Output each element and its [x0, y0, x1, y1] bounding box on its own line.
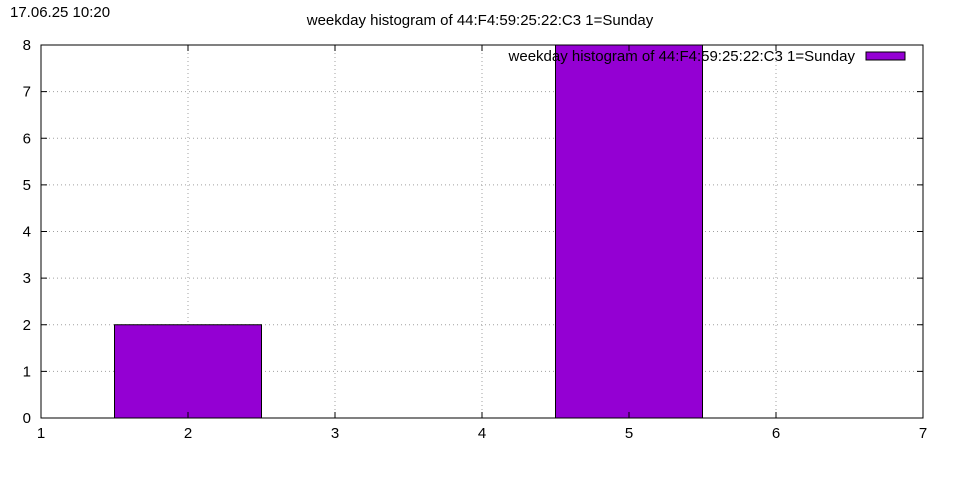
y-tick-label: 5	[23, 177, 31, 194]
x-tick-label: 1	[37, 425, 45, 442]
legend-swatch	[865, 51, 906, 61]
tick-marks	[40, 44, 924, 419]
y-tick-label: 4	[23, 224, 31, 241]
timestamp: 17.06.25 10:20	[10, 4, 111, 21]
bars	[114, 44, 703, 419]
y-tick-label: 7	[23, 84, 31, 101]
legend: weekday histogram of 44:F4:59:25:22:C3 1…	[508, 48, 906, 65]
histogram-bar	[114, 324, 262, 419]
y-tick-label: 3	[23, 270, 31, 287]
x-tick-label: 2	[184, 425, 192, 442]
histogram-bar	[555, 44, 703, 419]
y-tick-label: 8	[23, 37, 31, 54]
y-tick-label: 6	[23, 130, 31, 147]
x-tick-label: 7	[919, 425, 927, 442]
x-tick-label: 5	[625, 425, 633, 442]
x-tick-label: 6	[772, 425, 780, 442]
grid-lines	[41, 45, 923, 418]
y-tick-labels: 0 1 2 3 4 5 6 7 8	[23, 37, 31, 427]
x-tick-label: 3	[331, 425, 339, 442]
y-tick-label: 1	[23, 363, 31, 380]
chart-title: weekday histogram of 44:F4:59:25:22:C3 1…	[306, 12, 654, 29]
y-tick-label: 2	[23, 317, 31, 334]
x-tick-label: 4	[478, 425, 486, 442]
y-tick-label: 0	[23, 410, 31, 427]
legend-label: weekday histogram of 44:F4:59:25:22:C3 1…	[508, 48, 856, 65]
x-tick-labels: 1 2 3 4 5 6 7	[37, 425, 927, 442]
